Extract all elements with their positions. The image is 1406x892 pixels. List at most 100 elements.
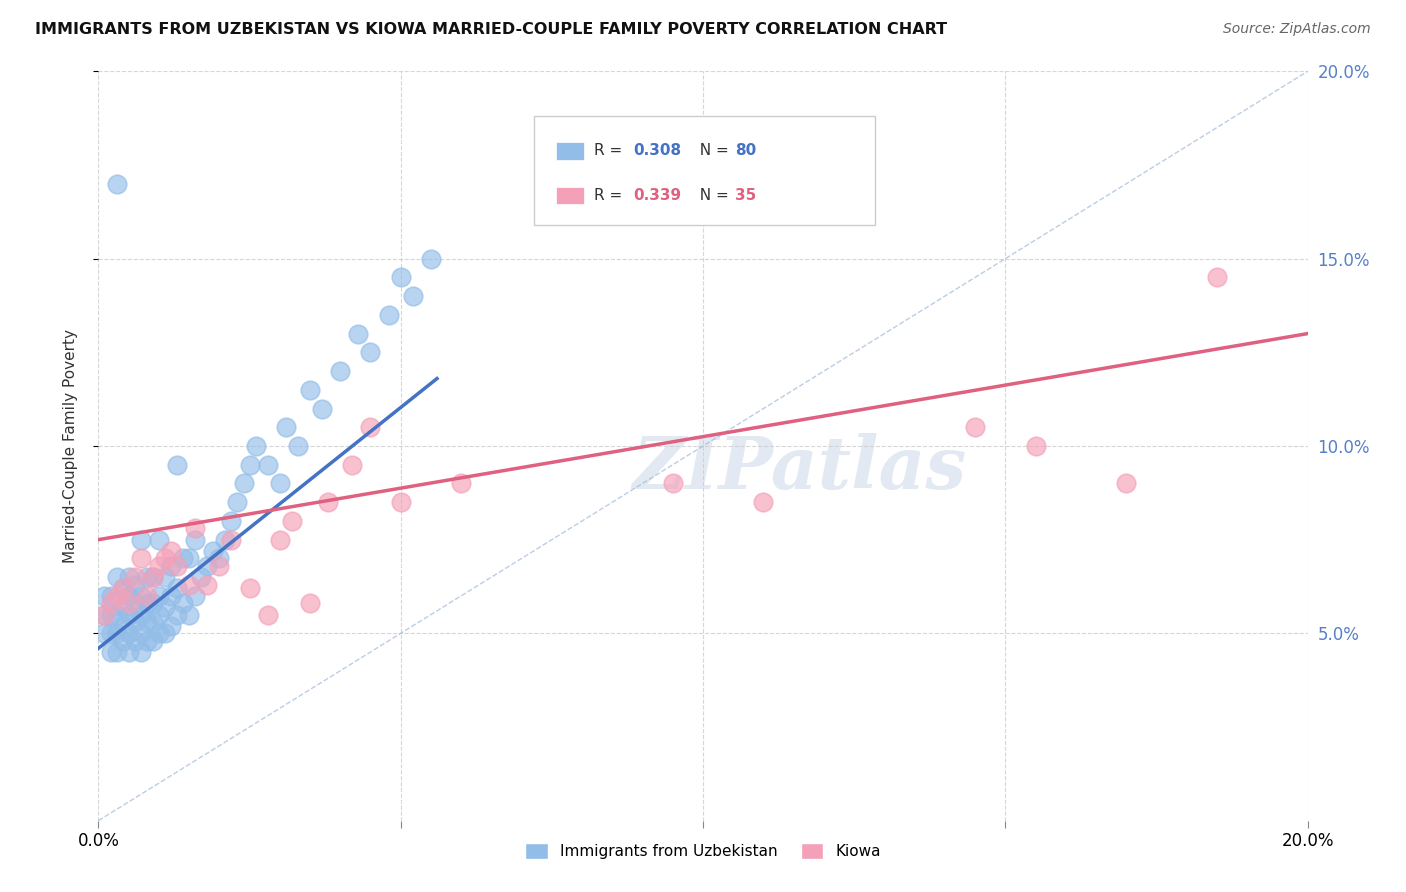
Point	[100, 645, 122, 659]
Point	[129, 626, 152, 640]
Point	[118, 589, 141, 603]
Point	[111, 619, 134, 633]
Point	[153, 600, 176, 615]
Point	[93, 589, 115, 603]
Point	[1024, 439, 1046, 453]
Point	[93, 607, 115, 622]
Point	[281, 514, 304, 528]
Text: Source: ZipAtlas.com: Source: ZipAtlas.com	[1223, 22, 1371, 37]
Text: N =: N =	[690, 188, 734, 203]
Text: IMMIGRANTS FROM UZBEKISTAN VS KIOWA MARRIED-COUPLE FAMILY POVERTY CORRELATION CH: IMMIGRANTS FROM UZBEKISTAN VS KIOWA MARR…	[35, 22, 948, 37]
Point	[118, 626, 141, 640]
Point	[752, 495, 775, 509]
Point	[105, 570, 128, 584]
Point	[239, 582, 262, 596]
Point	[105, 626, 128, 640]
Point	[135, 596, 157, 610]
Point	[402, 289, 425, 303]
Point	[100, 589, 122, 603]
Point	[179, 607, 201, 622]
Point	[179, 577, 201, 591]
Point	[160, 544, 183, 558]
Point	[256, 607, 278, 622]
Point	[450, 476, 472, 491]
Point	[347, 326, 370, 341]
Point	[221, 514, 243, 528]
Point	[195, 577, 218, 591]
Point	[118, 607, 141, 622]
Point	[360, 420, 382, 434]
Point	[142, 615, 165, 629]
Point	[148, 589, 170, 603]
Text: R =: R =	[595, 188, 627, 203]
Text: N =: N =	[690, 143, 734, 158]
Point	[184, 533, 207, 547]
Point	[111, 582, 134, 596]
Point	[100, 596, 122, 610]
Text: 35: 35	[735, 188, 756, 203]
Point	[100, 607, 122, 622]
Point	[129, 551, 152, 566]
Point	[389, 270, 412, 285]
Point	[342, 458, 364, 472]
Point	[118, 596, 141, 610]
Point	[420, 252, 443, 266]
Point	[179, 551, 201, 566]
Point	[214, 533, 236, 547]
Point	[142, 596, 165, 610]
Point	[129, 589, 152, 603]
Point	[148, 607, 170, 622]
Text: 80: 80	[735, 143, 756, 158]
Point	[245, 439, 267, 453]
Point	[160, 619, 183, 633]
Point	[118, 645, 141, 659]
Point	[124, 633, 146, 648]
Y-axis label: Married-Couple Family Poverty: Married-Couple Family Poverty	[63, 329, 77, 563]
Point	[316, 495, 339, 509]
Point	[124, 577, 146, 591]
Point	[274, 420, 297, 434]
Point	[226, 495, 249, 509]
Point	[661, 476, 683, 491]
Point	[124, 615, 146, 629]
Text: 0.339: 0.339	[634, 188, 682, 203]
Point	[135, 589, 157, 603]
Point	[148, 533, 170, 547]
Point	[166, 458, 188, 472]
Legend: Immigrants from Uzbekistan, Kiowa: Immigrants from Uzbekistan, Kiowa	[519, 838, 887, 865]
Point	[153, 570, 176, 584]
Point	[153, 626, 176, 640]
Point	[202, 544, 225, 558]
Point	[135, 615, 157, 629]
Point	[142, 570, 165, 584]
Point	[221, 533, 243, 547]
Point	[148, 626, 170, 640]
Point	[360, 345, 382, 359]
Point	[299, 383, 322, 397]
Point	[172, 596, 194, 610]
Point	[269, 476, 291, 491]
Text: R =: R =	[595, 143, 627, 158]
Point	[100, 626, 122, 640]
Point	[93, 626, 115, 640]
Point	[111, 582, 134, 596]
Point	[232, 476, 254, 491]
Point	[287, 439, 309, 453]
Point	[195, 558, 218, 573]
Point	[208, 551, 231, 566]
Point	[129, 533, 152, 547]
Point	[105, 177, 128, 191]
Text: 0.308: 0.308	[634, 143, 682, 158]
Point	[153, 551, 176, 566]
Point	[166, 582, 188, 596]
Point	[129, 645, 152, 659]
Point	[377, 308, 399, 322]
Point	[124, 570, 146, 584]
Point	[129, 607, 152, 622]
Point	[166, 607, 188, 622]
Point	[172, 551, 194, 566]
Point	[965, 420, 987, 434]
Point	[118, 570, 141, 584]
Point	[311, 401, 333, 416]
Point	[105, 589, 128, 603]
